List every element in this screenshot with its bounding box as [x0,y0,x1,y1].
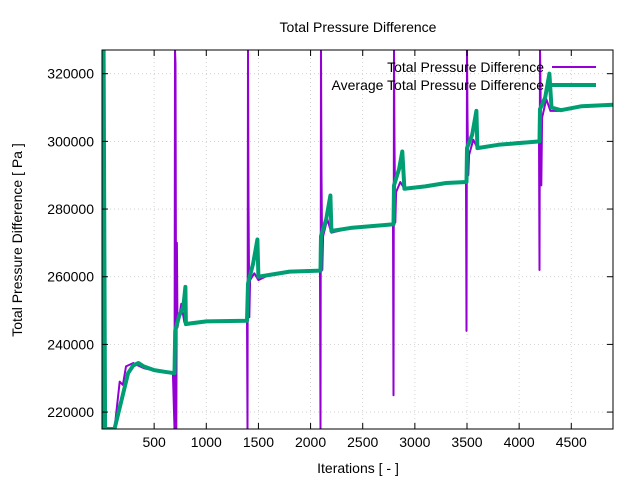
x-tick-label: 2500 [347,434,378,450]
plot-frame [101,49,614,430]
series-line-1 [102,50,613,429]
grid [102,50,613,429]
x-tick-label: 4500 [556,434,587,450]
x-tick-label: 3500 [451,434,482,450]
legend-label-2: Average Total Pressure Difference [332,77,545,93]
x-tick-label: 2000 [295,434,326,450]
x-tick-label: 4000 [504,434,535,450]
y-tick-label: 280000 [47,201,94,217]
y-tick-label: 260000 [47,269,94,285]
y-tick-label: 220000 [47,404,94,420]
x-tick-label: 1500 [243,434,274,450]
y-tick-label: 320000 [47,66,94,82]
x-tick-label: 500 [142,434,166,450]
x-tick-label: 1000 [191,434,222,450]
series-line-2 [102,50,613,429]
x-axis-label: Iterations [ - ] [317,460,399,476]
y-axis-label: Total Pressure Difference [ Pa ] [9,143,25,337]
legend-label-1: Total Pressure Difference [387,59,544,75]
legend: Total Pressure Difference Average Total P… [332,59,596,93]
y-tick-label: 300000 [47,133,94,149]
x-tick-label: 3000 [399,434,430,450]
y-tick-label: 240000 [47,336,94,352]
series-layer [102,50,613,429]
chart-title: Total Pressure Difference [280,19,437,35]
axis-ticks: 500 1000 1500 2000 2500 3000 3500 4000 4500 22000… [47,50,613,450]
